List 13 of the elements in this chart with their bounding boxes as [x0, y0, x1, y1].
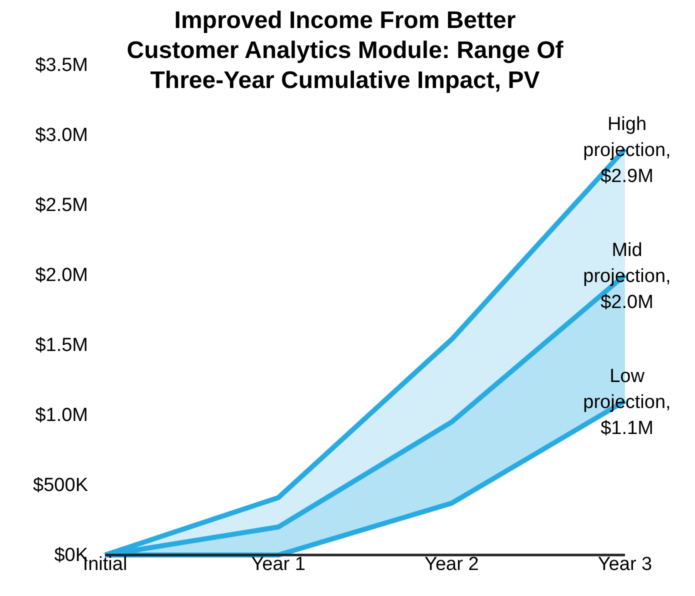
y-tick-label: $1.0M	[35, 405, 88, 426]
y-tick-label: $2.5M	[35, 195, 88, 216]
x-tick-label: Year 3	[598, 554, 652, 575]
y-tick-label: $1.5M	[35, 335, 88, 356]
x-tick-label: Year 1	[251, 554, 306, 575]
annotation: High projection, $2.9M	[583, 114, 671, 187]
y-tick-label: $3.5M	[35, 55, 88, 76]
y-tick-label: $2.0M	[35, 265, 88, 286]
y-tick-label: $500K	[33, 475, 88, 496]
y-tick-label: $3.0M	[35, 125, 88, 146]
annotation: Mid projection, $2.0M	[583, 240, 671, 313]
chart-title: Improved Income From Better Customer Analytics Module: Range Of Three-Year Cumulative Impact, PV	[126, 7, 564, 94]
x-tick-label: Year 2	[424, 554, 479, 575]
